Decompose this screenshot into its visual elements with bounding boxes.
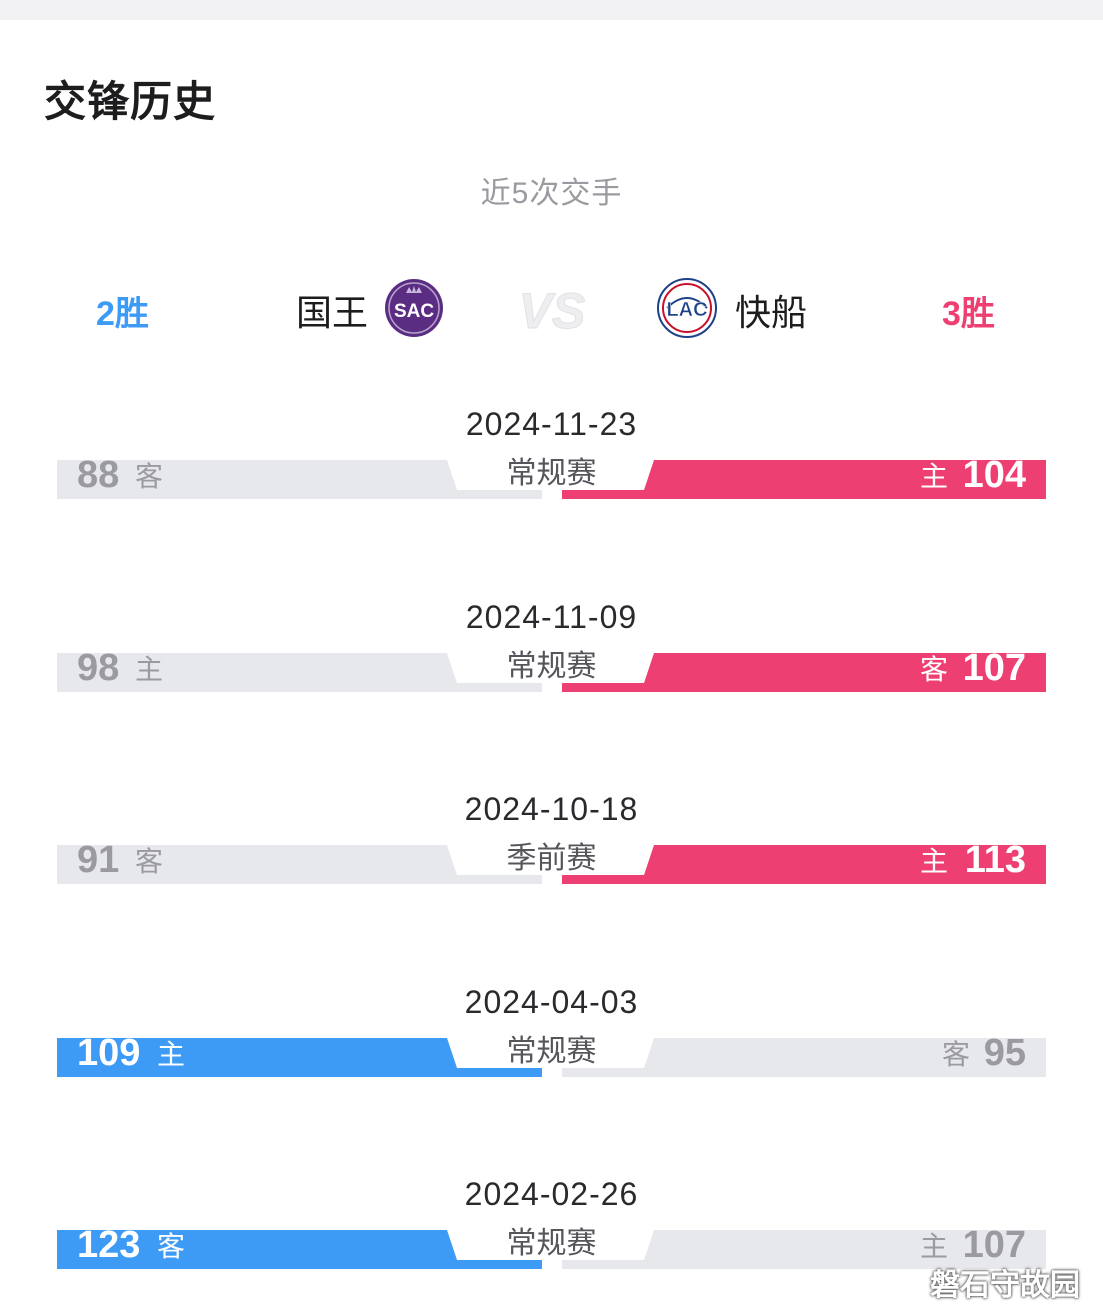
watermark: 磐石守故园: [930, 1269, 1080, 1302]
right-home-away-label: 主: [919, 846, 948, 877]
right-home-away-label: 客: [919, 653, 948, 685]
right-score-bar: [562, 845, 1046, 884]
clippers-logo-text: LAC: [666, 299, 707, 321]
left-score: 98: [77, 646, 120, 689]
match-date: 2024-11-09: [465, 598, 638, 635]
left-score-bar: [57, 652, 542, 692]
score-bars: [57, 652, 1046, 692]
right-team-win-count: 3胜: [942, 295, 995, 333]
left-home-away-label: 主: [135, 653, 164, 685]
right-home-away-label: 客: [941, 1038, 970, 1070]
left-score: 123: [77, 1224, 141, 1266]
right-home-away-label: 主: [919, 461, 948, 492]
right-score-bar: [562, 652, 1046, 692]
score-bars: [57, 460, 1046, 499]
match-row[interactable]: 2024-04-03 常规赛 109 主 95 客: [0, 984, 1103, 1094]
right-score: 95: [983, 1031, 1026, 1074]
score-bars: [57, 1230, 1046, 1269]
clippers-logo-icon[interactable]: LAC: [657, 278, 717, 338]
right-home-away-label: 主: [919, 1231, 948, 1262]
left-team-name[interactable]: 国王: [296, 292, 369, 333]
match-type: 常规赛: [506, 457, 597, 490]
score-bars: [57, 845, 1046, 884]
match-date: 2024-04-03: [464, 983, 639, 1020]
left-team-win-count: 2胜: [96, 295, 149, 333]
page-title: 交锋历史: [44, 78, 217, 125]
right-score-bar: [562, 1230, 1046, 1269]
match-date: 2024-11-23: [465, 406, 638, 442]
right-score: 104: [962, 454, 1026, 496]
vs-icon: VS: [518, 283, 586, 340]
match-row[interactable]: 2024-11-23 常规赛 88 客 104 主: [0, 406, 1103, 516]
match-row[interactable]: 2024-11-09 常规赛 98 主 107 客: [0, 599, 1103, 709]
left-score: 91: [77, 839, 120, 881]
right-score-bar: [562, 1037, 1046, 1077]
match-type: 常规赛: [506, 1227, 597, 1260]
match-row[interactable]: 2024-10-18 季前赛 91 客 113 主: [0, 791, 1103, 901]
left-score-bar: [57, 845, 542, 884]
match-date: 2024-10-18: [464, 791, 639, 827]
top-strip: [0, 0, 1103, 20]
match-row[interactable]: 2024-02-26 常规赛 123 客 107 主: [0, 1176, 1103, 1286]
right-score: 107: [962, 1224, 1026, 1266]
match-type: 季前赛: [506, 842, 597, 875]
left-home-away-label: 客: [135, 846, 164, 877]
left-home-away-label: 客: [135, 461, 164, 492]
left-score: 88: [77, 454, 120, 496]
left-score-bar: [57, 460, 542, 499]
left-home-away-label: 客: [157, 1231, 186, 1262]
kings-logo-text: SAC: [394, 301, 434, 322]
right-score: 113: [964, 839, 1026, 881]
recent-matches-subtitle: 近5次交手: [480, 177, 623, 210]
score-bars: [57, 1037, 1046, 1077]
left-home-away-label: 主: [157, 1038, 186, 1070]
left-score: 109: [77, 1031, 141, 1074]
right-team-name[interactable]: 快船: [735, 292, 808, 333]
right-score-bar: [562, 460, 1046, 499]
match-type: 常规赛: [506, 1034, 597, 1068]
right-score: 107: [962, 646, 1026, 689]
match-type: 常规赛: [506, 649, 597, 683]
kings-logo-icon[interactable]: SAC: [384, 278, 444, 338]
vs-text: VS: [519, 283, 586, 339]
match-date: 2024-02-26: [464, 1176, 639, 1212]
left-score-bar: [57, 1037, 542, 1077]
left-score-bar: [57, 1230, 542, 1269]
